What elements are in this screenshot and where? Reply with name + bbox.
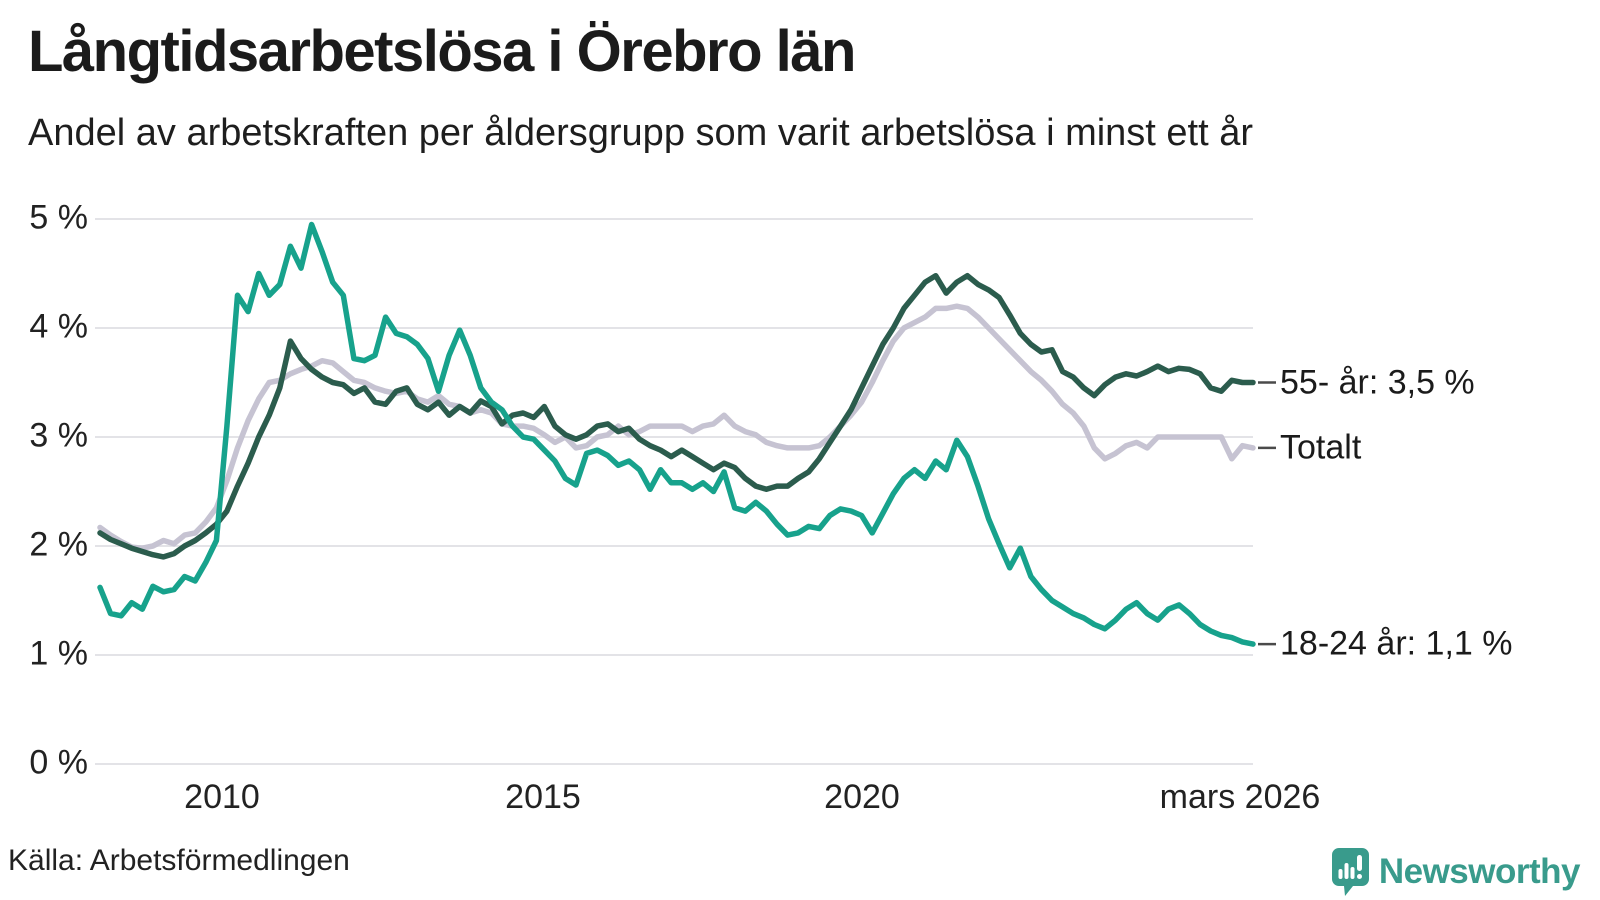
series-end-label-55: 55- år: 3,5 % [1280, 363, 1475, 402]
y-tick-label-5: 5 % [29, 198, 88, 237]
series-end-label-totalt: Totalt [1280, 428, 1362, 467]
series-line-18-24-r [97, 221, 1256, 647]
source-note: Källa: Arbetsförmedlingen [8, 844, 350, 877]
y-tick-label-1: 1 % [29, 634, 88, 673]
series-end-label-18-24: 18-24 år: 1,1 % [1280, 624, 1513, 663]
newsworthy-logo: Newsworthy [1331, 846, 1581, 898]
series-line-Totalt [97, 303, 1256, 551]
series-line-55-r [97, 272, 1256, 560]
x-tick-label-mars-2026: mars 2026 [1159, 778, 1321, 816]
y-tick-label-4: 4 % [29, 307, 88, 346]
page-subtitle: Andel av arbetskraften per åldersgrupp s… [28, 112, 1254, 154]
y-tick-label-3: 3 % [29, 416, 88, 455]
x-tick-label-2020: 2020 [824, 778, 900, 816]
newsworthy-logo-icon [1331, 848, 1369, 896]
x-tick-label-2010: 2010 [184, 778, 260, 816]
y-tick-label-2: 2 % [29, 525, 88, 564]
newsworthy-logo-text: Newsworthy [1378, 852, 1581, 891]
y-tick-label-0: 0 % [29, 743, 88, 782]
x-tick-label-2015: 2015 [505, 778, 581, 816]
page-title: Långtidsarbetslösa i Örebro län [28, 19, 856, 84]
